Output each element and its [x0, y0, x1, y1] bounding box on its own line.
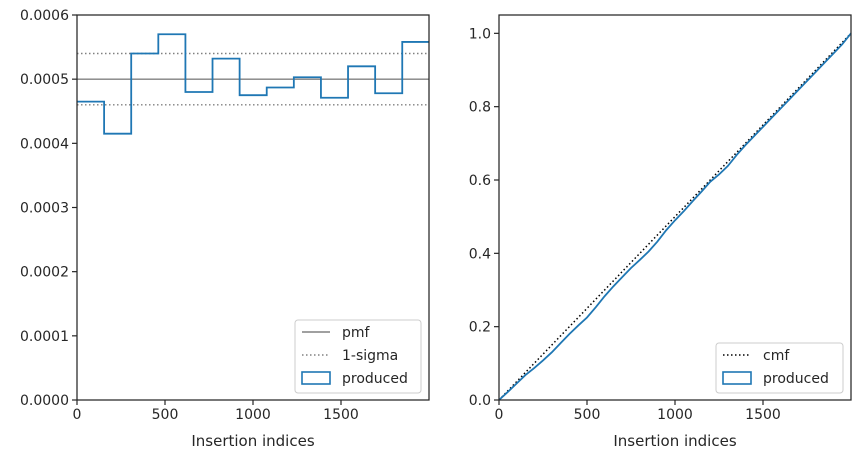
- series-cmf: [498, 32, 852, 401]
- legend-box: [294, 319, 422, 394]
- y-tick-label: 0.0: [469, 393, 491, 409]
- y-tick-label: 0.4: [469, 246, 491, 262]
- x-axis-label: Insertion indices: [191, 432, 314, 450]
- y-tick-label: 1.0: [469, 26, 491, 42]
- y-tick-label: 0.0000: [20, 393, 69, 409]
- x-tick-label: 1500: [323, 407, 359, 423]
- x-tick-label: 500: [152, 407, 179, 423]
- legend-label: pmf: [342, 325, 371, 341]
- series-produced: [77, 33, 429, 135]
- legend: cmf produced: [715, 342, 844, 394]
- left-chart-panel: 0 500 1000 1500 0.0000 0.0001 0.0002 0.0003 0.00…: [20, 8, 430, 450]
- y-tick-label: 0.0003: [20, 201, 69, 217]
- x-tick-label: 0: [73, 407, 82, 423]
- legend-label: produced: [342, 371, 408, 387]
- x-axis-label: Insertion indices: [613, 432, 736, 450]
- x-tick-label: 500: [574, 407, 601, 423]
- y-tick-label: 0.0005: [20, 72, 69, 88]
- x-tick-label: 1000: [657, 407, 693, 423]
- legend: pmf 1-sigma produced: [294, 319, 422, 394]
- y-tick-label: 0.6: [469, 173, 491, 189]
- right-chart-panel: 0 500 1000 1500 0.0 0.2 0.4 0.6 0.8 1.0 Insertion …: [469, 14, 852, 450]
- x-tick-label: 1500: [745, 407, 781, 423]
- y-tick-label: 0.8: [469, 100, 491, 116]
- legend-swatch-produced: [722, 371, 752, 385]
- y-tick-label: 0.0002: [20, 265, 69, 281]
- legend-label: 1-sigma: [342, 348, 398, 364]
- y-tick-label: 0.0004: [20, 136, 69, 152]
- y-tick-label: 0.0001: [20, 329, 69, 345]
- x-tick-label: 0: [495, 407, 504, 423]
- x-tick-label: 1000: [235, 407, 271, 423]
- legend-swatch-produced: [301, 371, 331, 385]
- legend-label: produced: [763, 371, 829, 387]
- legend-label: cmf: [763, 348, 790, 364]
- y-tick-label: 0.2: [469, 320, 491, 336]
- y-tick-label: 0.0006: [20, 8, 69, 24]
- series-produced: [498, 32, 852, 401]
